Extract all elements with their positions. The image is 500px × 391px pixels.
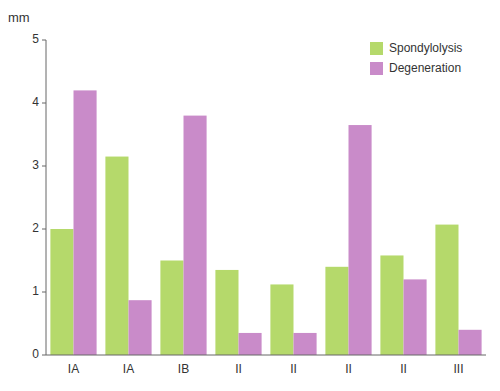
bar xyxy=(325,267,348,355)
legend-swatch xyxy=(370,42,383,55)
legend: Spondylolysis Degeneration xyxy=(370,41,462,75)
x-tick-label: III xyxy=(453,362,463,376)
y-tick xyxy=(42,40,46,41)
chart: 012345IAIAIBIIIIIIIIIIImmSpondylolysisDe… xyxy=(0,0,500,391)
y-tick xyxy=(42,103,46,104)
x-tick-label: II xyxy=(400,362,407,376)
y-tick-label: 1 xyxy=(32,284,39,298)
x-tick-label: II xyxy=(235,362,242,376)
y-axis-line xyxy=(46,40,47,355)
bar xyxy=(239,333,262,355)
bar xyxy=(129,300,152,355)
y-tick-label: 4 xyxy=(32,95,39,109)
y-axis-label: mm xyxy=(8,10,30,25)
bar xyxy=(349,125,372,355)
bar xyxy=(294,333,317,355)
bar xyxy=(74,90,97,355)
x-tick-label: II xyxy=(290,362,297,376)
bar xyxy=(404,279,427,355)
y-tick xyxy=(42,166,46,167)
x-tick-label: IB xyxy=(178,362,189,376)
legend-swatch xyxy=(370,62,383,75)
chart-container: 012345IAIAIBIIIIIIIIIIImmSpondylolysisDe… xyxy=(0,0,500,391)
bar xyxy=(459,330,482,355)
legend-label: Spondylolysis xyxy=(389,41,462,55)
bar xyxy=(270,284,293,355)
y-tick-label: 0 xyxy=(32,347,39,361)
y-axis: 0 1 2 3 4 5 xyxy=(32,32,46,361)
legend-label: Degeneration xyxy=(389,61,461,75)
bar xyxy=(380,255,403,355)
y-tick xyxy=(42,229,46,230)
bar xyxy=(435,225,458,355)
y-tick-label: 5 xyxy=(32,32,39,46)
x-tick-label: II xyxy=(345,362,352,376)
bar xyxy=(184,116,207,355)
y-tick-label: 2 xyxy=(32,221,39,235)
x-tick-label: IA xyxy=(123,362,134,376)
y-tick xyxy=(42,292,46,293)
bars xyxy=(50,90,481,355)
x-axis-line xyxy=(46,355,486,356)
y-tick xyxy=(42,355,46,356)
bar xyxy=(50,229,73,355)
bar xyxy=(160,261,183,356)
x-tick-label: IA xyxy=(68,362,79,376)
y-tick-label: 3 xyxy=(32,158,39,172)
x-axis: IAIAIBIIIIIIIIIII xyxy=(68,362,464,376)
bar xyxy=(105,157,128,355)
bar xyxy=(215,270,238,355)
